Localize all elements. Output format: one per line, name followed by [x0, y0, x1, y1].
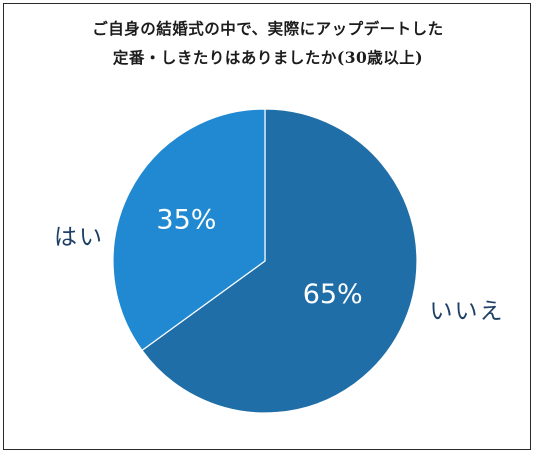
- pie-slice-no: [141, 108, 418, 414]
- chart-title-line-1: ご自身の結婚式の中で、実際にアップデートした: [92, 19, 444, 38]
- category-label-no: いいえ: [430, 299, 505, 325]
- chart-title-line-2: 定番・しきたりはありましたか(30歳以上): [112, 48, 424, 67]
- category-label-yes: はい: [54, 225, 104, 251]
- data-label-yes: 35%: [156, 205, 216, 236]
- data-label-no: 65%: [303, 279, 363, 310]
- pie-slice-yes: [112, 108, 266, 352]
